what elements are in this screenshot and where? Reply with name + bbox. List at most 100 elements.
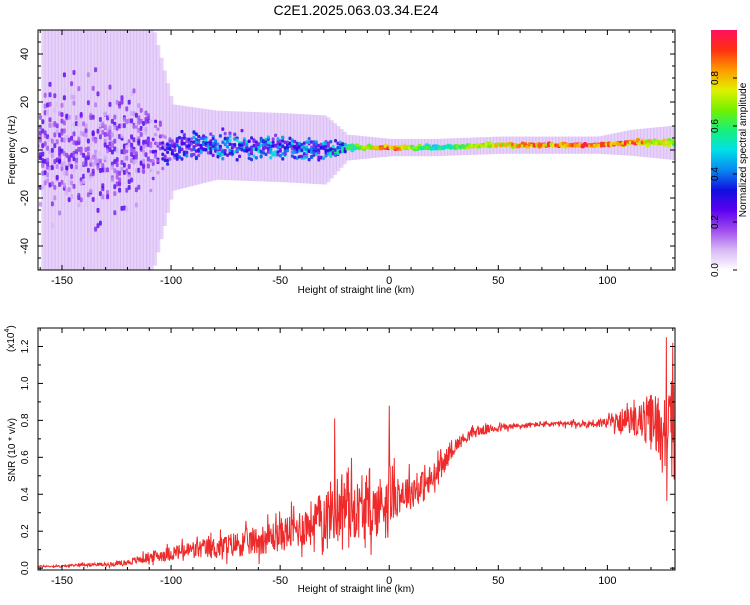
heatmap-cell [50, 165, 54, 171]
heatmap-cell [194, 140, 198, 144]
heatmap-cell [77, 121, 81, 127]
heatmap-cell [264, 152, 268, 157]
y-tick-label: 20 [19, 96, 31, 108]
heatmap-cell [77, 116, 81, 122]
heatmap-cell [60, 166, 64, 172]
heatmap-cell [264, 142, 268, 146]
heatmap-cell [67, 156, 71, 162]
heatmap-cell [142, 158, 146, 164]
heatmap-cell [166, 158, 170, 163]
heatmap-cell [127, 142, 131, 148]
heatmap-cell [230, 151, 234, 156]
heatmap-cell [283, 149, 287, 154]
heatmap-cell [67, 179, 71, 185]
heatmap-cell [125, 106, 129, 112]
heatmap-cell [202, 136, 206, 141]
heatmap-cell [302, 141, 306, 145]
snr-x-label: Height of straight line (km) [298, 584, 415, 595]
heatmap-cell [110, 118, 114, 124]
heatmap-cell [74, 121, 78, 127]
heatmap-cell [276, 145, 280, 150]
heatmap-cell [185, 154, 189, 158]
heatmap-cell [134, 202, 138, 208]
heatmap-cell [70, 81, 74, 87]
heatmap-cell [86, 167, 90, 173]
heatmap-cell [113, 210, 117, 216]
heatmap-cell [60, 148, 64, 154]
x-tick-label: 0 [386, 575, 392, 587]
heatmap-cell [96, 91, 100, 97]
heatmap-cell [132, 159, 136, 165]
heatmap-cell [79, 166, 83, 172]
heatmap-cell [173, 144, 177, 149]
y-tick-label: -20 [19, 190, 31, 206]
heatmap-cell [132, 124, 136, 130]
y-tick-label: 1.2 [20, 339, 31, 353]
heatmap-cell [86, 176, 90, 182]
heatmap-envelope-cell [116, 30, 122, 270]
heatmap-cell [144, 152, 148, 158]
heatmap-cell [79, 112, 83, 118]
heatmap-cell [98, 220, 102, 226]
heatmap-cell [50, 147, 54, 153]
heatmap-cell [221, 127, 225, 131]
snr-y-ticks: 0.0 0.2 0.4 0.6 0.8 1.0 1.2 [20, 327, 675, 575]
heatmap-cell [266, 140, 270, 145]
heatmap-cell [149, 188, 153, 193]
heatmap-cell [161, 141, 165, 145]
heatmap-cell [144, 177, 148, 183]
heatmap-cell [115, 157, 119, 163]
heatmap-cell [302, 146, 306, 150]
heatmap-cell [98, 151, 102, 157]
heatmap-cell [168, 147, 172, 151]
heatmap-cell [43, 92, 47, 98]
heatmap-cell [293, 139, 297, 144]
heatmap-cell [70, 152, 74, 158]
heatmap-cell [118, 123, 122, 129]
heatmap-cell [62, 182, 66, 188]
heatmap-cell [635, 138, 640, 142]
x-tick-label: 100 [598, 575, 616, 587]
heatmap-envelope-cell [152, 32, 158, 266]
heatmap-cell [247, 152, 251, 157]
heatmap-cell [38, 124, 42, 130]
heatmap-cell [185, 144, 189, 148]
heatmap-cell [113, 168, 117, 174]
heatmap-cell [226, 140, 230, 144]
heatmap-cell [158, 123, 162, 127]
heatmap-cell [192, 135, 196, 140]
heatmap-cell [180, 141, 184, 146]
heatmap-cell [170, 152, 174, 156]
heatmap-cell [166, 142, 170, 146]
heatmap-cell [307, 140, 311, 145]
heatmap-cell [127, 174, 131, 180]
heatmap-cell [70, 163, 74, 169]
heatmap-cell [53, 143, 57, 149]
heatmap-cell [134, 154, 138, 160]
heatmap-cell [79, 197, 83, 203]
heatmap-cell [43, 158, 47, 164]
heatmap-cell [94, 160, 98, 166]
heatmap-cell [235, 138, 239, 142]
heatmap-cell [206, 151, 210, 155]
heatmap-cell [156, 159, 160, 163]
heatmap-cell [307, 157, 311, 162]
heatmap-envelope-cell [80, 30, 86, 270]
heatmap-cell [79, 150, 83, 156]
heatmap-cell [106, 167, 110, 173]
heatmap-cell [278, 154, 282, 158]
heatmap-cell [334, 148, 338, 152]
heatmap-cell [41, 143, 45, 149]
heatmap-cell [79, 130, 83, 136]
heatmap-cell [209, 149, 213, 153]
heatmap-cell [228, 142, 232, 146]
heatmap-cell [43, 130, 47, 136]
heatmap-cell [106, 189, 110, 195]
heatmap-cell [209, 132, 213, 136]
heatmap-cell [226, 136, 230, 141]
heatmap-cell [334, 152, 338, 157]
heatmap-envelope-cell [38, 125, 43, 161]
heatmap-cell [149, 119, 153, 123]
heatmap-cell [233, 150, 237, 154]
heatmap-cell [106, 157, 110, 163]
